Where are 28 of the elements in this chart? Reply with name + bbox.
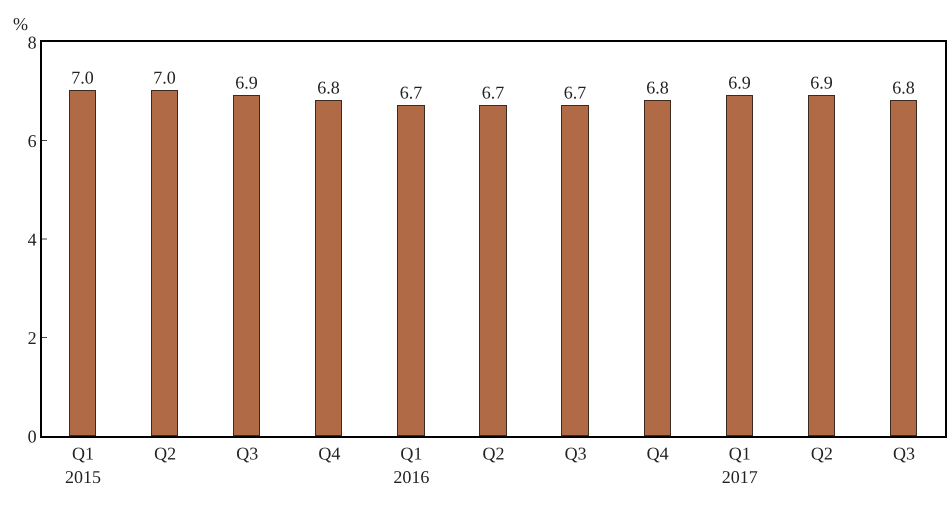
y-axis-title: % [13, 14, 28, 34]
x-tick-label: Q3 [564, 443, 587, 464]
x-tick-label: Q4 [646, 443, 669, 464]
x-tick-label: Q2 [482, 443, 504, 464]
data-label: 6.8 [646, 78, 669, 98]
data-label: 6.9 [728, 72, 751, 92]
x-tick-label: Q3 [236, 443, 258, 464]
x-tick-label: Q4 [318, 443, 340, 464]
y-tick-label: 2 [28, 328, 37, 348]
data-label: 6.7 [482, 82, 504, 102]
x-tick-label: Q2 [810, 443, 833, 464]
data-label: 7.0 [153, 68, 176, 88]
data-label: 6.8 [892, 78, 915, 98]
x-tick-label: Q1 2015 [65, 443, 102, 487]
y-tick-label: 4 [28, 229, 37, 250]
y-tick-label: 0 [28, 426, 37, 446]
x-tick-label: Q3 [892, 443, 915, 464]
y-tick-label: 6 [28, 130, 37, 151]
x-tick-label: Q1 2016 [393, 443, 430, 487]
y-tick-label: 8 [28, 32, 37, 52]
data-label: 6.9 [235, 72, 258, 92]
data-label: 6.9 [810, 72, 833, 92]
data-label: 6.7 [400, 82, 422, 102]
x-tick-label: Q2 [154, 443, 176, 464]
data-label: 6.8 [317, 78, 340, 98]
data-label: 7.0 [71, 68, 94, 88]
x-tick-label: Q1 2017 [722, 443, 758, 487]
data-label: 6.7 [564, 82, 586, 102]
